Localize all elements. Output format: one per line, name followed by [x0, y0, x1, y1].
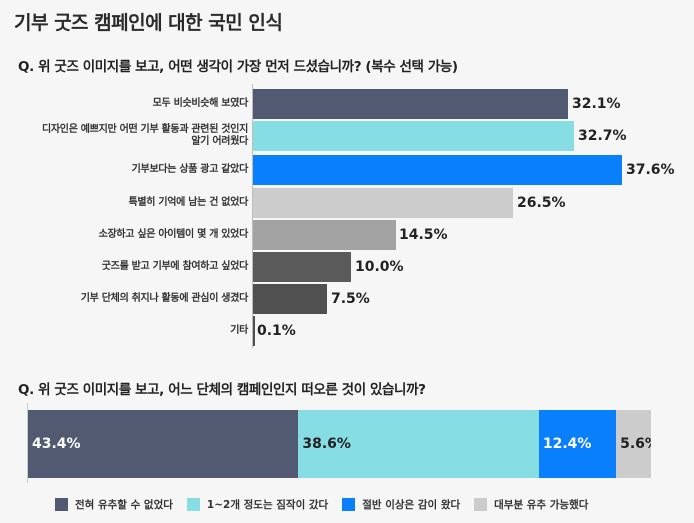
legend-label: 대부분 유추 가능했다 — [494, 499, 589, 511]
bar — [253, 121, 574, 151]
bar-value: 26.5% — [517, 195, 566, 211]
stack-segment-half: 12.4% — [538, 410, 617, 478]
legend-item: 전혀 유추할 수 없었다 — [55, 497, 173, 512]
bar-row: 기부보다는 상품 광고 같았다 37.6% — [0, 155, 694, 185]
stacked-axis-line — [27, 403, 28, 483]
bar-label: 기부 단체의 취지나 활동에 관심이 생겼다 — [80, 293, 249, 304]
bar — [253, 155, 622, 185]
stacked-bar: 43.4% 38.6% 12.4% 5.6% — [28, 410, 651, 478]
bar-label: 디자인은 예쁘지만 어떤 기부 활동과 관련된 것인지 알기 어려웠다 — [42, 124, 248, 147]
bar-value: 32.7% — [578, 128, 627, 144]
bar-row: 모두 비슷비슷해 보였다 32.1% — [0, 89, 694, 119]
bar — [253, 284, 327, 314]
legend: 전혀 유추할 수 없었다 1~2개 정도는 짐작이 갔다 절반 이상은 감이 왔… — [55, 497, 588, 512]
legend-item: 1~2개 정도는 짐작이 갔다 — [186, 497, 329, 512]
legend-item: 절반 이상은 감이 왔다 — [342, 497, 460, 512]
bar-label: 특별히 기억에 남는 건 없었다 — [128, 197, 248, 208]
bar-label: 기타 — [230, 325, 248, 336]
bar-row: 기부 단체의 취지나 활동에 관심이 생겼다 7.5% — [0, 284, 694, 314]
bar-row: 디자인은 예쁘지만 어떤 기부 활동과 관련된 것인지 알기 어려웠다 32.7… — [0, 121, 694, 151]
bar-row: 특별히 기억에 남는 건 없었다 26.5% — [0, 188, 694, 218]
bar-value: 14.5% — [399, 227, 448, 243]
legend-swatch-icon — [342, 498, 356, 511]
chart-title: 기부 굿즈 캠페인에 대한 국민 인식 — [14, 12, 283, 34]
bar-value: 7.5% — [331, 291, 370, 307]
bar-label: 소장하고 싶은 아이템이 몇 개 있었다 — [98, 229, 249, 240]
bar-label: 기부보다는 상품 광고 같았다 — [131, 164, 249, 175]
bar-row: 기타 0.1% — [0, 316, 694, 346]
legend-swatch-icon — [55, 498, 68, 511]
bar — [253, 252, 351, 282]
stack-segment-none: 43.4% — [28, 410, 299, 478]
stack-segment-few: 38.6% — [298, 410, 539, 478]
bar — [253, 89, 568, 119]
legend-label: 1~2개 정도는 짐작이 갔다 — [206, 499, 329, 511]
legend-label: 절반 이상은 감이 왔다 — [362, 499, 461, 511]
bar-label: 굿즈를 받고 기부에 참여하고 싶었다 — [101, 261, 249, 272]
bar-value: 32.1% — [572, 96, 621, 112]
bar — [253, 316, 255, 346]
legend-label: 전혀 유추할 수 없었다 — [75, 499, 173, 511]
legend-swatch-icon — [186, 498, 200, 511]
bar-row: 굿즈를 받고 기부에 참여하고 싶었다 10.0% — [0, 252, 694, 282]
bar-value: 0.1% — [257, 323, 296, 339]
bar-value: 37.6% — [626, 162, 675, 178]
question-1: Q. 위 굿즈 이미지를 보고, 어떤 생각이 가장 먼저 드셨습니까? (복수… — [18, 59, 458, 75]
bar-row: 소장하고 싶은 아이템이 몇 개 있었다 14.5% — [0, 220, 694, 250]
legend-swatch-icon — [474, 498, 488, 511]
bar-label: 모두 비슷비슷해 보였다 — [152, 98, 249, 109]
question-2: Q. 위 굿즈 이미지를 보고, 어느 단체의 캠페인인지 떠오른 것이 있습니… — [18, 382, 426, 398]
stack-segment-most: 5.6% — [616, 410, 651, 478]
bar — [253, 220, 396, 250]
bar — [253, 188, 513, 218]
bar-value: 10.0% — [355, 259, 404, 275]
legend-item: 대부분 유추 가능했다 — [474, 497, 588, 512]
y-axis-line — [252, 84, 253, 348]
